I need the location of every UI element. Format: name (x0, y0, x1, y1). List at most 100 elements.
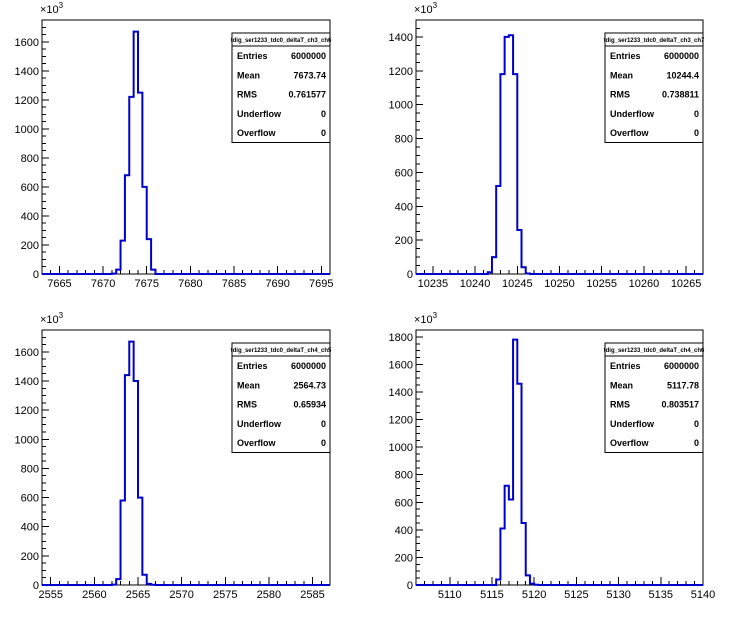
stat-label: RMS (237, 400, 257, 410)
stat-label: Overflow (610, 128, 650, 138)
stat-label: Overflow (237, 128, 277, 138)
x-tick-label: 2560 (82, 589, 106, 601)
y-exponent-label: ×103 (40, 1, 64, 16)
y-exponent-label: ×103 (40, 311, 64, 326)
x-tick-label: 10245 (502, 278, 533, 290)
histogram-panel-2: 0 200 400 600 800 1000 1200 1400 10235 10240 10245… (389, 1, 706, 290)
stat-value: 0 (321, 419, 326, 429)
x-tick-label: 5135 (649, 589, 673, 601)
stat-value: 0 (321, 128, 326, 138)
x-tick-label: 5110 (438, 589, 462, 601)
stat-value: 0 (321, 109, 326, 119)
histogram-series (42, 340, 330, 586)
x-tick-label: 10240 (460, 278, 491, 290)
stat-label: Underflow (237, 419, 282, 429)
y-tick-label: 200 (21, 551, 39, 563)
stats-box-title: tdig_ser1233_tdc0_deltaT_ch3_ch6 (231, 38, 332, 44)
stat-value: 0 (321, 438, 326, 448)
x-tick-label: 10255 (586, 278, 617, 290)
y-tick-label: 1600 (15, 347, 39, 359)
stats-box-title: tdig_ser1233_tdc0_deltaT_ch3_ch7 (604, 38, 705, 44)
stat-value: 7673.74 (293, 70, 326, 80)
stat-value: 0 (694, 419, 699, 429)
x-tick-label: 7680 (178, 278, 202, 290)
exponent-base: ×10 (40, 314, 59, 326)
stat-label: Entries (610, 51, 641, 61)
stat-label: Overflow (237, 438, 277, 448)
y-tick-label: 1200 (15, 95, 39, 107)
y-tick-label: 1200 (15, 405, 39, 417)
x-tick-label: 5115 (480, 589, 504, 601)
stat-label: Mean (610, 380, 633, 390)
stats-box-frame (604, 342, 704, 453)
stat-label: Entries (610, 361, 641, 371)
x-tick-label: 2555 (38, 589, 62, 601)
stat-label: RMS (610, 400, 630, 410)
exponent-power: 3 (433, 311, 438, 320)
y-exponent-label: ×103 (414, 1, 438, 16)
y-tick-label: 200 (395, 235, 413, 247)
y-tick-label: 1400 (389, 387, 413, 399)
y-tick-label: 800 (395, 134, 413, 146)
stat-label: Mean (610, 70, 633, 80)
stat-value: 6000000 (291, 51, 326, 61)
y-tick-label: 1000 (389, 100, 413, 112)
x-tick-label: 2575 (213, 589, 237, 601)
stats-box-title: tdig_ser1233_tdc0_deltaT_ch4_ch6 (604, 348, 705, 354)
stat-value: 0 (694, 128, 699, 138)
x-tick-label: 5120 (522, 589, 546, 601)
exponent-base: ×10 (414, 314, 433, 326)
y-exponent-label: ×103 (414, 311, 438, 326)
stat-value: 6000000 (664, 51, 699, 61)
x-tick-label: 10250 (544, 278, 575, 290)
stat-label: RMS (237, 90, 257, 100)
y-tick-label: 1400 (15, 376, 39, 388)
y-tick-label: 1400 (15, 66, 39, 78)
x-tick-label: 10235 (418, 278, 449, 290)
histogram-series (42, 30, 330, 275)
y-tick-label: 400 (395, 525, 413, 537)
stats-box: tdig_ser1233_tdc0_deltaT_ch4_ch6 Entries 6… (604, 342, 705, 453)
y-tick-label: 1000 (15, 434, 39, 446)
x-tick-label: 10265 (671, 278, 702, 290)
stat-value: 6000000 (664, 361, 699, 371)
x-tick-label: 7690 (265, 278, 289, 290)
exponent-power: 3 (59, 311, 64, 320)
y-tick-label: 600 (395, 497, 413, 509)
y-tick-label: 800 (395, 470, 413, 482)
y-tick-label: 1200 (389, 66, 413, 78)
stat-label: Underflow (610, 109, 655, 119)
y-tick-label: 600 (21, 493, 39, 505)
y-tick-label: 0 (33, 580, 39, 592)
x-tick-label: 2580 (257, 589, 281, 601)
histogram-panel-1: 0 200 400 600 800 1000 1200 1400 1600 7665 7670 767… (15, 1, 334, 290)
x-tick-label: 7675 (134, 278, 158, 290)
stats-box-title: tdig_ser1233_tdc0_deltaT_ch4_ch5 (231, 348, 332, 354)
y-tick-label: 1600 (389, 359, 413, 371)
stat-value: 10244.4 (666, 70, 699, 80)
y-tick-label: 600 (21, 182, 39, 194)
exponent-base: ×10 (40, 4, 59, 16)
stats-box: tdig_ser1233_tdc0_deltaT_ch3_ch6 Entries 6… (231, 32, 332, 143)
y-tick-label: 800 (21, 153, 39, 165)
stat-value: 5117.78 (667, 380, 699, 390)
histogram-panel-4: 0 200 400 600 800 1000 1200 1400 1600 1800 5110 511… (389, 311, 716, 601)
stat-value: 0.803517 (661, 400, 699, 410)
y-tick-label: 1800 (389, 332, 413, 344)
y-tick-label: 400 (21, 211, 39, 223)
y-tick-label: 0 (407, 580, 413, 592)
y-tick-label: 200 (21, 240, 39, 252)
exponent-power: 3 (59, 1, 64, 10)
stat-label: Mean (237, 70, 260, 80)
y-tick-label: 400 (395, 201, 413, 213)
stats-box-frame (231, 32, 331, 143)
stat-label: Overflow (610, 438, 650, 448)
x-tick-label: 5125 (564, 589, 588, 601)
y-tick-label: 0 (407, 269, 413, 281)
x-tick-label: 2565 (126, 589, 150, 601)
exponent-base: ×10 (414, 4, 433, 16)
y-tick-label: 1000 (15, 124, 39, 136)
y-tick-label: 1600 (15, 37, 39, 49)
y-tick-label: 0 (33, 269, 39, 281)
